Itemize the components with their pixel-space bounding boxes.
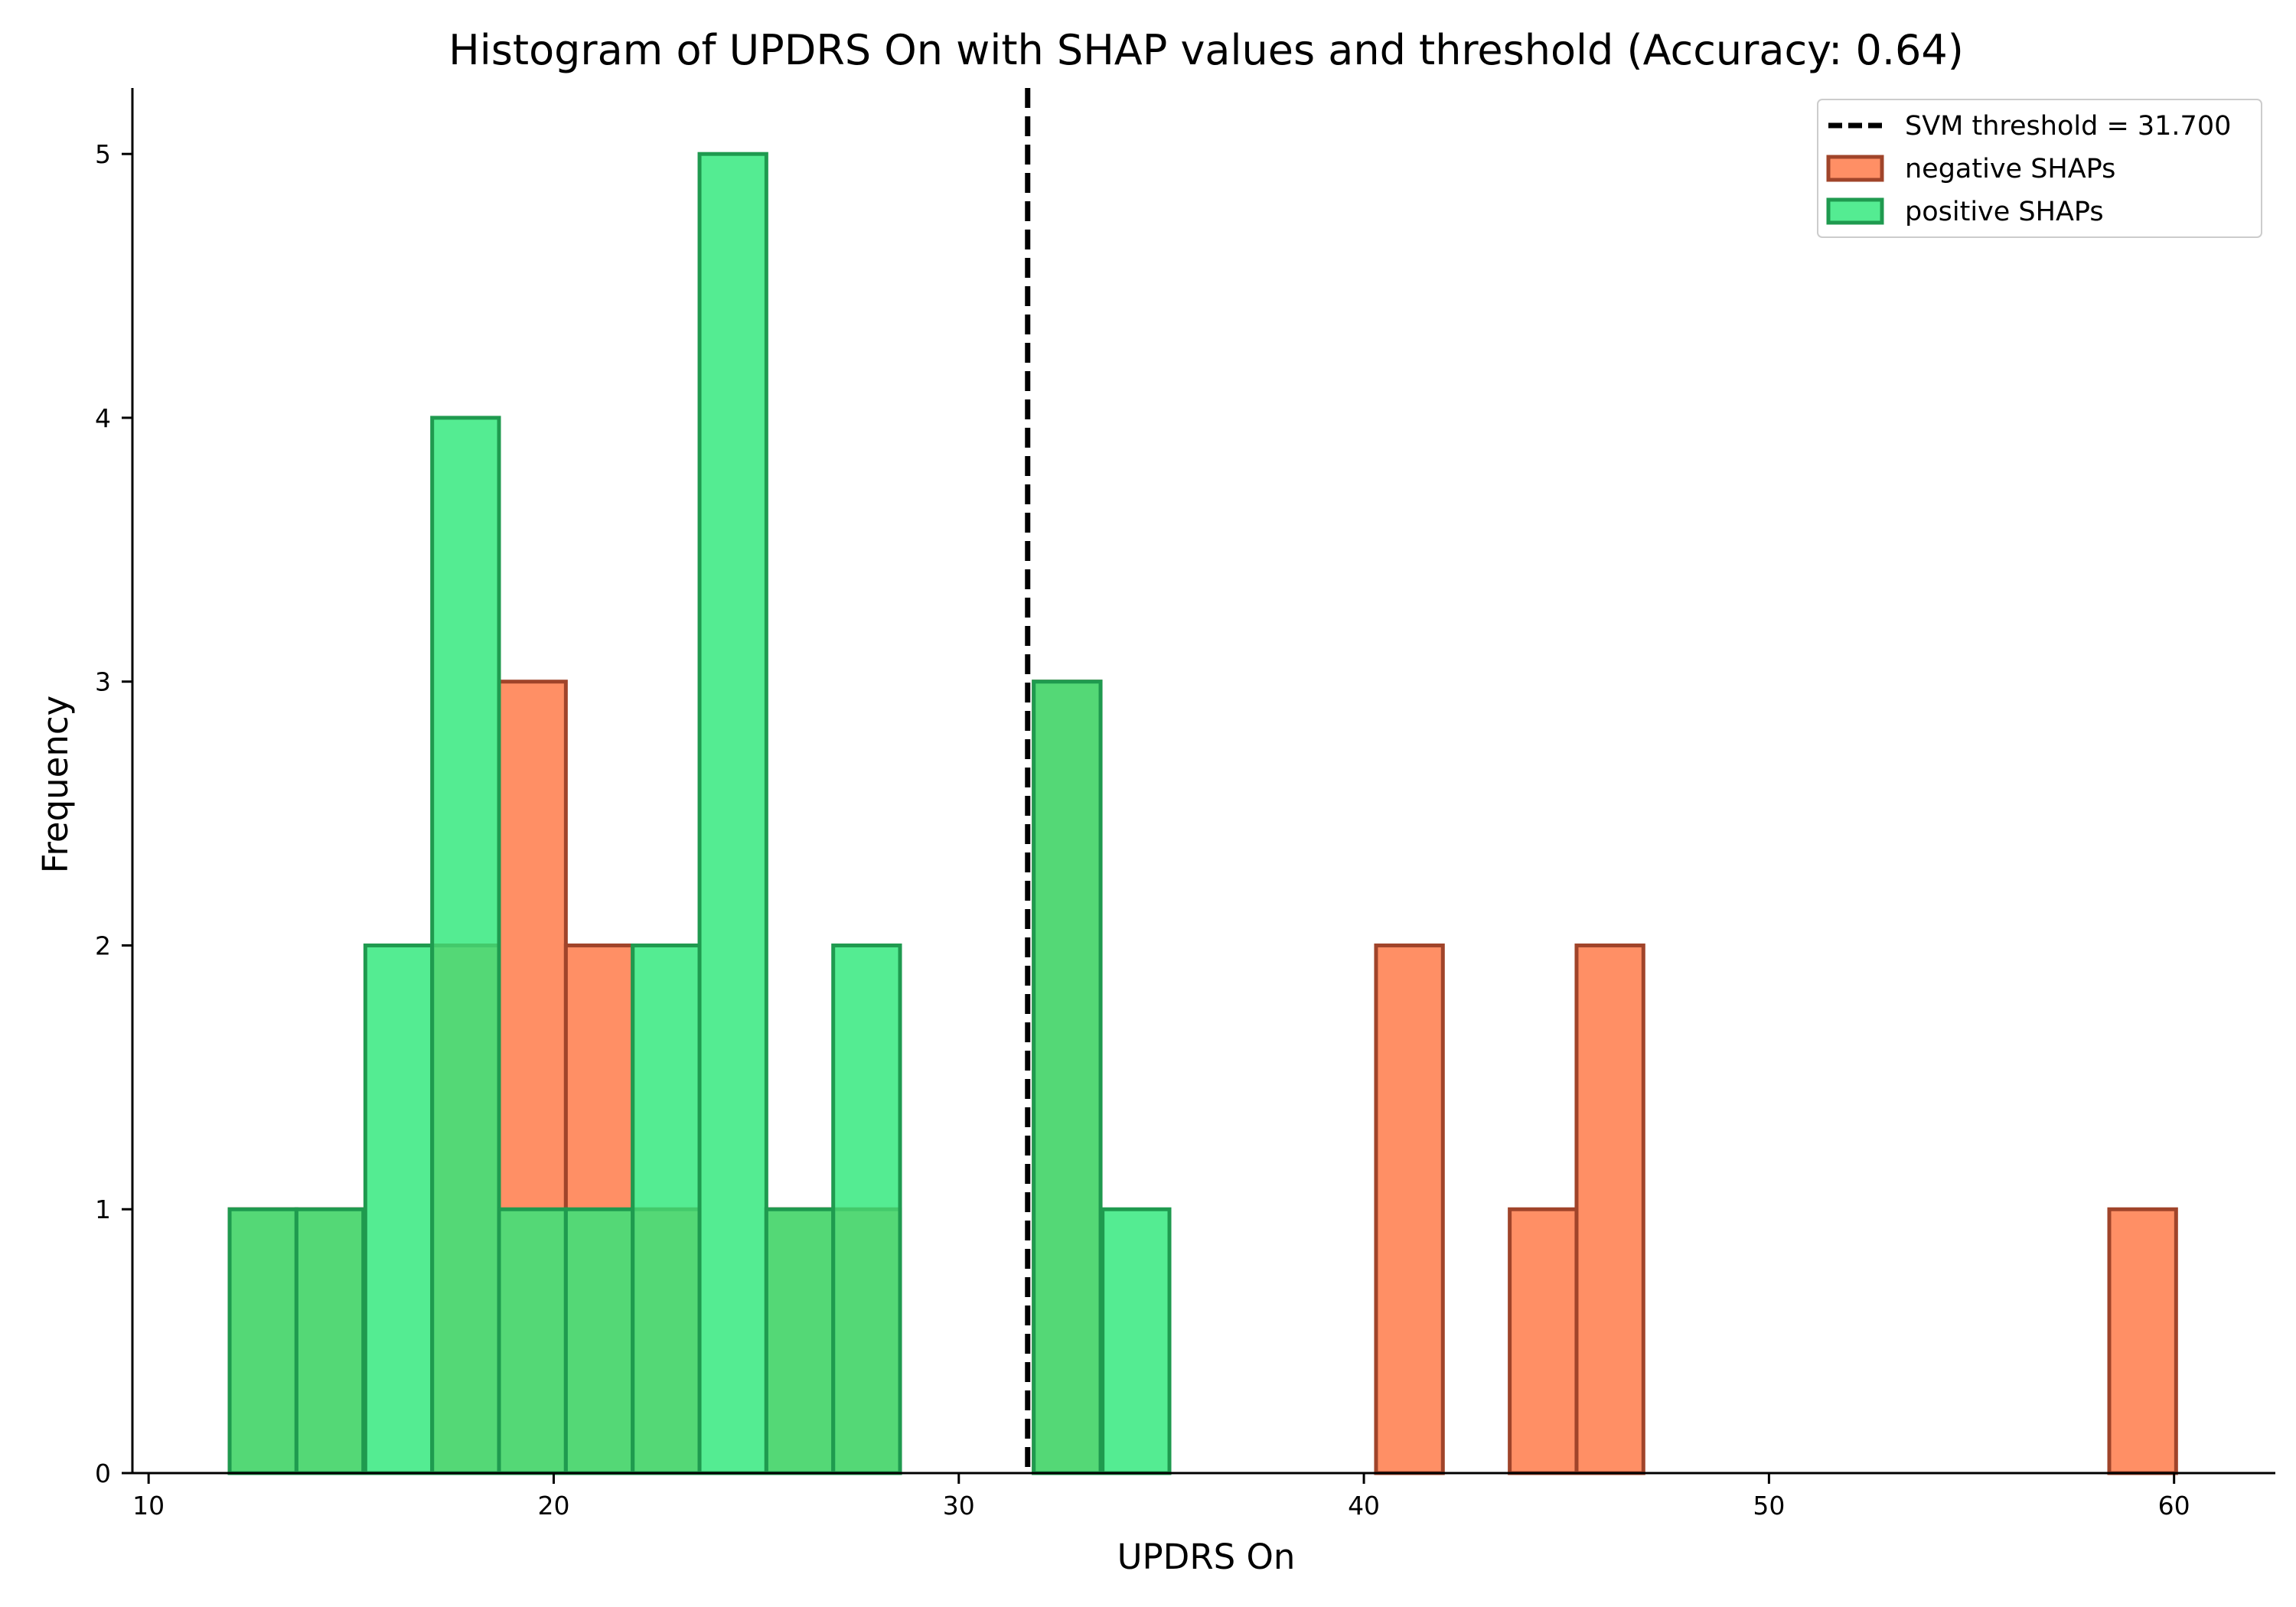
legend-swatch-positive [1826,197,1884,225]
x-axis-label: UPDRS On [1117,1537,1296,1577]
plot-area [227,88,2178,1475]
y-tick-label: 0 [95,1459,111,1488]
x-tick-label: 20 [537,1491,569,1521]
bar-positive-3 [430,416,501,1475]
bar-negative-11 [1574,943,1645,1475]
bar-positive-0 [227,1207,298,1475]
y-tick-label: 1 [95,1195,111,1224]
y-axis-label: Frequency [35,696,76,873]
x-tick-label: 60 [2158,1491,2190,1521]
x-tick-label: 40 [1348,1491,1380,1521]
chart-title: Histogram of UPDRS On with SHAP values a… [448,26,1964,74]
bar-negative-9 [1374,943,1445,1475]
y-tick-label: 3 [95,667,111,697]
axes: 10 20 30 40 50 60 0 1 2 3 4 5 [95,88,2275,1521]
bar-negative-12 [2107,1207,2178,1475]
bar-positive-2 [363,943,435,1475]
legend-label-negative: negative SHAPs [1905,154,2115,184]
legend: SVM threshold = 31.700 negative SHAPs posi… [1817,99,2262,238]
bar-positive-10 [1032,680,1103,1475]
x-tick-label: 50 [1753,1491,1785,1521]
bar-positive-7 [697,152,768,1475]
bar-positive-4 [497,1207,568,1475]
legend-threshold-label: SVM threshold = 31.700 [1905,111,2231,142]
y-tick-label: 2 [95,931,111,960]
series-positive [227,152,1172,1475]
y-tick-label: 4 [95,403,111,433]
bar-positive-5 [563,1207,635,1475]
bar-negative-10 [1508,1207,1579,1475]
legend-swatch-negative [1826,155,1884,182]
x-tick-label: 10 [132,1491,165,1521]
bar-positive-8 [764,1207,836,1475]
legend-label-positive: positive SHAPs [1905,197,2104,227]
bar-positive-9 [831,943,902,1475]
x-tick-label: 30 [943,1491,975,1521]
y-tick-label: 5 [95,139,111,169]
bar-positive-6 [631,943,702,1475]
legend-box [1817,99,2262,238]
bar-positive-1 [294,1207,366,1475]
bar-positive-11 [1101,1207,1172,1475]
